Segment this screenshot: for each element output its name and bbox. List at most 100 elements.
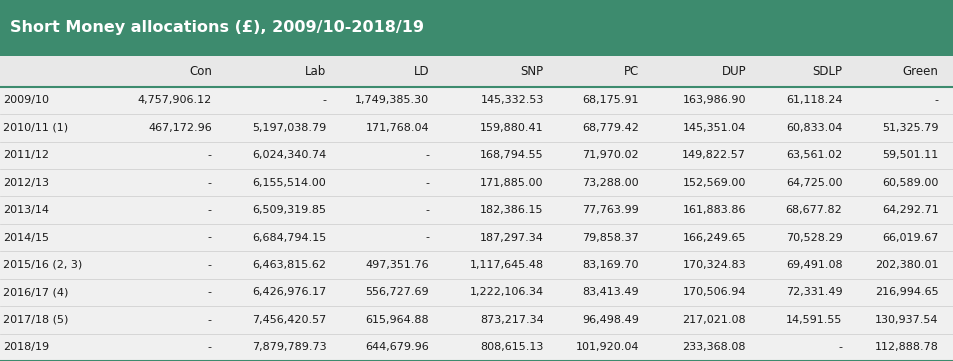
Text: 202,380.01: 202,380.01	[874, 260, 938, 270]
Text: DUP: DUP	[720, 65, 745, 78]
Text: 145,332.53: 145,332.53	[480, 95, 543, 105]
Text: 73,288.00: 73,288.00	[582, 178, 639, 188]
Bar	[0, 87, 953, 114]
Text: 68,677.82: 68,677.82	[785, 205, 841, 215]
Bar	[0, 169, 953, 196]
Bar	[0, 279, 953, 306]
Text: 61,118.24: 61,118.24	[785, 95, 841, 105]
Text: 96,498.49: 96,498.49	[581, 315, 639, 325]
Text: 159,880.41: 159,880.41	[479, 123, 543, 133]
Text: 2015/16 (2, 3): 2015/16 (2, 3)	[3, 260, 82, 270]
Text: -: -	[208, 287, 212, 297]
Text: 68,175.91: 68,175.91	[582, 95, 639, 105]
Text: 66,019.67: 66,019.67	[882, 232, 938, 243]
Text: 171,885.00: 171,885.00	[479, 178, 543, 188]
Text: 497,351.76: 497,351.76	[365, 260, 429, 270]
Text: 2009/10: 2009/10	[3, 95, 49, 105]
Text: 112,888.78: 112,888.78	[874, 342, 938, 352]
Text: 873,217.34: 873,217.34	[479, 315, 543, 325]
Text: SNP: SNP	[520, 65, 543, 78]
Text: 152,569.00: 152,569.00	[682, 178, 745, 188]
Text: 2010/11 (1): 2010/11 (1)	[3, 123, 68, 133]
Text: 644,679.96: 644,679.96	[365, 342, 429, 352]
Text: 149,822.57: 149,822.57	[681, 150, 745, 160]
Text: 2013/14: 2013/14	[3, 205, 49, 215]
Text: 187,297.34: 187,297.34	[479, 232, 543, 243]
Text: 72,331.49: 72,331.49	[785, 287, 841, 297]
Text: 161,883.86: 161,883.86	[681, 205, 745, 215]
Text: 63,561.02: 63,561.02	[785, 150, 841, 160]
Text: -: -	[208, 205, 212, 215]
Text: -: -	[425, 150, 429, 160]
Text: 83,413.49: 83,413.49	[582, 287, 639, 297]
Text: Short Money allocations (£), 2009/10-2018/19: Short Money allocations (£), 2009/10-201…	[10, 21, 423, 35]
Text: 217,021.08: 217,021.08	[681, 315, 745, 325]
Text: 60,589.00: 60,589.00	[882, 178, 938, 188]
Text: 83,169.70: 83,169.70	[582, 260, 639, 270]
Text: 2014/15: 2014/15	[3, 232, 49, 243]
Text: 4,757,906.12: 4,757,906.12	[137, 95, 212, 105]
Text: 1,222,106.34: 1,222,106.34	[469, 287, 543, 297]
Text: 6,155,514.00: 6,155,514.00	[253, 178, 326, 188]
Text: 2017/18 (5): 2017/18 (5)	[3, 315, 69, 325]
Text: 182,386.15: 182,386.15	[479, 205, 543, 215]
Text: 170,506.94: 170,506.94	[681, 287, 745, 297]
Text: 615,964.88: 615,964.88	[365, 315, 429, 325]
Text: 6,509,319.85: 6,509,319.85	[252, 205, 326, 215]
Bar	[0, 334, 953, 361]
Text: 170,324.83: 170,324.83	[681, 260, 745, 270]
Text: 130,937.54: 130,937.54	[874, 315, 938, 325]
Bar	[0, 142, 953, 169]
Bar	[0, 306, 953, 334]
Text: Lab: Lab	[305, 65, 326, 78]
Text: 101,920.04: 101,920.04	[575, 342, 639, 352]
Text: -: -	[838, 342, 841, 352]
Text: PC: PC	[623, 65, 639, 78]
Text: 2011/12: 2011/12	[3, 150, 49, 160]
Text: -: -	[208, 342, 212, 352]
Text: 145,351.04: 145,351.04	[682, 123, 745, 133]
Text: -: -	[208, 150, 212, 160]
Text: 60,833.04: 60,833.04	[785, 123, 841, 133]
Text: 6,024,340.74: 6,024,340.74	[252, 150, 326, 160]
Text: 69,491.08: 69,491.08	[785, 260, 841, 270]
Text: 166,249.65: 166,249.65	[681, 232, 745, 243]
Text: 233,368.08: 233,368.08	[681, 342, 745, 352]
Text: 79,858.37: 79,858.37	[582, 232, 639, 243]
Text: 1,749,385.30: 1,749,385.30	[355, 95, 429, 105]
Text: 1,117,645.48: 1,117,645.48	[469, 260, 543, 270]
Text: Green: Green	[902, 65, 938, 78]
Text: -: -	[934, 95, 938, 105]
Text: Con: Con	[189, 65, 212, 78]
Text: 556,727.69: 556,727.69	[365, 287, 429, 297]
Bar	[0, 114, 953, 142]
Text: 7,879,789.73: 7,879,789.73	[252, 342, 326, 352]
Bar	[0, 251, 953, 279]
Text: 467,172.96: 467,172.96	[148, 123, 212, 133]
Text: 6,684,794.15: 6,684,794.15	[252, 232, 326, 243]
Text: 64,292.71: 64,292.71	[882, 205, 938, 215]
Text: 71,970.02: 71,970.02	[582, 150, 639, 160]
Text: 51,325.79: 51,325.79	[882, 123, 938, 133]
Bar	[0, 56, 953, 87]
Text: 6,463,815.62: 6,463,815.62	[252, 260, 326, 270]
Text: 171,768.04: 171,768.04	[365, 123, 429, 133]
Text: 6,426,976.17: 6,426,976.17	[252, 287, 326, 297]
Bar	[0, 224, 953, 251]
Text: 70,528.29: 70,528.29	[785, 232, 841, 243]
Text: -: -	[208, 260, 212, 270]
Text: -: -	[208, 232, 212, 243]
Text: -: -	[425, 178, 429, 188]
Text: 5,197,038.79: 5,197,038.79	[252, 123, 326, 133]
Text: 216,994.65: 216,994.65	[874, 287, 938, 297]
Text: 2012/13: 2012/13	[3, 178, 49, 188]
Text: SDLP: SDLP	[812, 65, 841, 78]
Bar	[0, 196, 953, 224]
Text: 2018/19: 2018/19	[3, 342, 49, 352]
Text: LD: LD	[414, 65, 429, 78]
Text: -: -	[322, 95, 326, 105]
Text: 168,794.55: 168,794.55	[479, 150, 543, 160]
Text: 2016/17 (4): 2016/17 (4)	[3, 287, 69, 297]
Text: 14,591.55: 14,591.55	[785, 315, 841, 325]
Text: -: -	[425, 205, 429, 215]
